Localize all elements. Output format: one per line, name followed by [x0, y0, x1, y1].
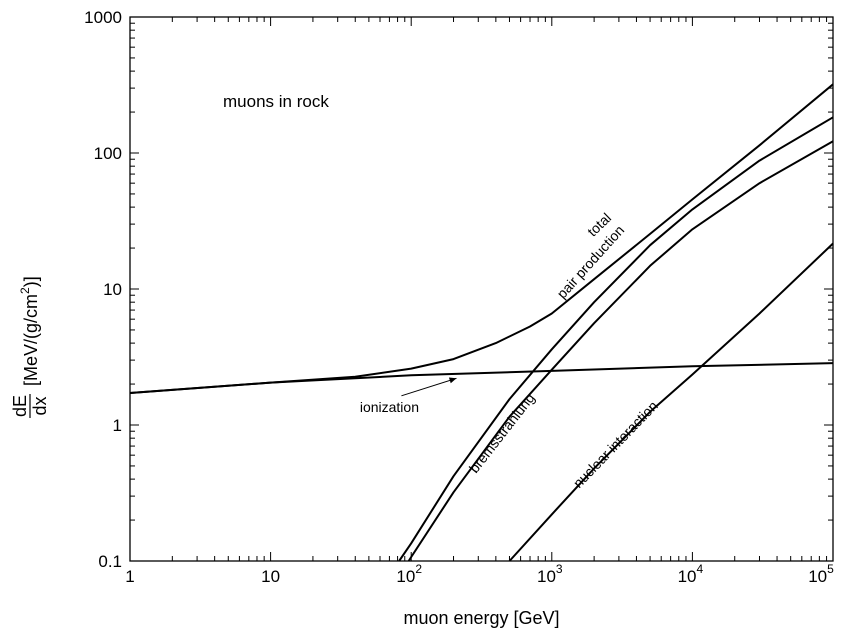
- y-tick-label: 1000: [84, 8, 122, 27]
- y-tick-label: 1: [113, 416, 122, 435]
- y-axis-units-exponent: 2: [18, 287, 32, 294]
- x-tick-label: 104: [678, 562, 704, 586]
- x-tick-label-base: 10: [678, 567, 697, 586]
- y-axis-title: dE dx [MeV/(g/cm2)]: [10, 276, 50, 418]
- series-line-pair-production: [398, 116, 834, 562]
- y-axis-fraction-numerator: dE: [10, 395, 30, 417]
- y-axis-units-prefix: [MeV/(g/cm: [21, 294, 41, 386]
- series-line-total: [129, 83, 834, 394]
- x-tick-label: 103: [537, 562, 563, 586]
- x-tick-label-exponent: 2: [415, 562, 422, 576]
- y-tick-label: 0.1: [98, 552, 122, 571]
- x-tick-label: 102: [396, 562, 422, 586]
- plot-frame: [129, 16, 834, 562]
- ionization-arrow: [401, 377, 457, 397]
- x-tick-label-exponent: 5: [827, 562, 834, 576]
- series-line-bremsstrahlung: [407, 140, 834, 562]
- x-tick-label-base: 10: [808, 567, 827, 586]
- y-tick-label: 10: [103, 280, 122, 299]
- annotation-bremsstrahlung: bremsstrahlung: [466, 390, 538, 476]
- x-tick-label-exponent: 3: [556, 562, 563, 576]
- ionization-arrowhead: [448, 377, 457, 384]
- x-axis-title: muon energy [GeV]: [403, 608, 559, 628]
- x-tick-label: 1: [125, 567, 134, 586]
- x-tick-label: 105: [808, 562, 834, 586]
- y-axis-units: [MeV/(g/cm2)]: [18, 276, 41, 386]
- x-tick-label-exponent: 4: [697, 562, 704, 576]
- series-curves: [129, 83, 834, 562]
- y-axis-fraction-denominator: dx: [30, 396, 50, 415]
- axis-ticks: [129, 16, 834, 562]
- inset-label: muons in rock: [223, 92, 329, 111]
- y-tick-label: 100: [94, 144, 122, 163]
- series-line-ionization: [129, 362, 834, 394]
- annotation-nuclear-interaction: nuclear interaction: [570, 398, 661, 491]
- y-axis-units-suffix: )]: [21, 276, 41, 287]
- x-tick-label-base: 10: [396, 567, 415, 586]
- x-tick-label: 10: [261, 567, 280, 586]
- annotation-ionization: ionization: [360, 399, 419, 415]
- x-tick-label-base: 10: [537, 567, 556, 586]
- series-line-nuclear-interaction: [508, 242, 834, 562]
